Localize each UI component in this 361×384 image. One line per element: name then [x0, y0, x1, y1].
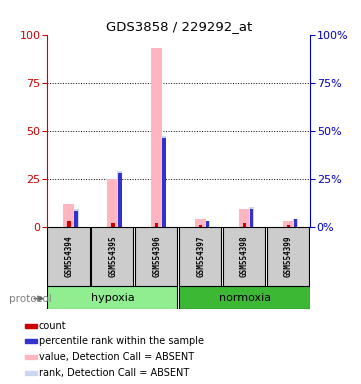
- Bar: [287, 225, 290, 227]
- Bar: [151, 48, 162, 227]
- Bar: [64, 204, 74, 227]
- Bar: [206, 221, 209, 227]
- Bar: [199, 225, 203, 227]
- Bar: [283, 221, 294, 227]
- Bar: [179, 286, 310, 309]
- Text: GSM554395: GSM554395: [108, 235, 117, 277]
- Text: GSM554397: GSM554397: [196, 235, 205, 277]
- Bar: [249, 207, 254, 227]
- Bar: [155, 223, 158, 227]
- Text: normoxia: normoxia: [218, 293, 271, 303]
- Bar: [243, 223, 246, 227]
- Text: GSM554399: GSM554399: [284, 235, 293, 277]
- Text: count: count: [39, 321, 66, 331]
- Bar: [67, 221, 71, 227]
- Bar: [223, 227, 265, 286]
- Bar: [294, 219, 297, 227]
- Bar: [266, 227, 309, 286]
- Text: GSM554394: GSM554394: [64, 235, 73, 277]
- Bar: [117, 171, 122, 227]
- Bar: [205, 221, 210, 227]
- Text: GSM554398: GSM554398: [240, 235, 249, 277]
- Text: GSM554396: GSM554396: [152, 235, 161, 277]
- Text: hypoxia: hypoxia: [91, 293, 135, 303]
- Text: percentile rank within the sample: percentile rank within the sample: [39, 336, 204, 346]
- Bar: [118, 173, 122, 227]
- Bar: [25, 371, 37, 374]
- Bar: [250, 209, 253, 227]
- Bar: [179, 227, 221, 286]
- Bar: [161, 136, 166, 227]
- Text: rank, Detection Call = ABSENT: rank, Detection Call = ABSENT: [39, 367, 189, 377]
- Bar: [47, 286, 177, 309]
- Text: value, Detection Call = ABSENT: value, Detection Call = ABSENT: [39, 352, 194, 362]
- Bar: [74, 211, 78, 227]
- Bar: [91, 227, 134, 286]
- Bar: [111, 223, 114, 227]
- Bar: [25, 355, 37, 359]
- Bar: [195, 219, 206, 227]
- Bar: [25, 339, 37, 343]
- Title: GDS3858 / 229292_at: GDS3858 / 229292_at: [105, 20, 252, 33]
- Bar: [73, 209, 79, 227]
- Bar: [107, 179, 118, 227]
- Bar: [25, 324, 37, 328]
- Bar: [135, 227, 177, 286]
- Bar: [239, 209, 250, 227]
- Bar: [162, 138, 165, 227]
- Bar: [47, 227, 90, 286]
- Bar: [293, 219, 298, 227]
- Text: protocol: protocol: [9, 294, 52, 304]
